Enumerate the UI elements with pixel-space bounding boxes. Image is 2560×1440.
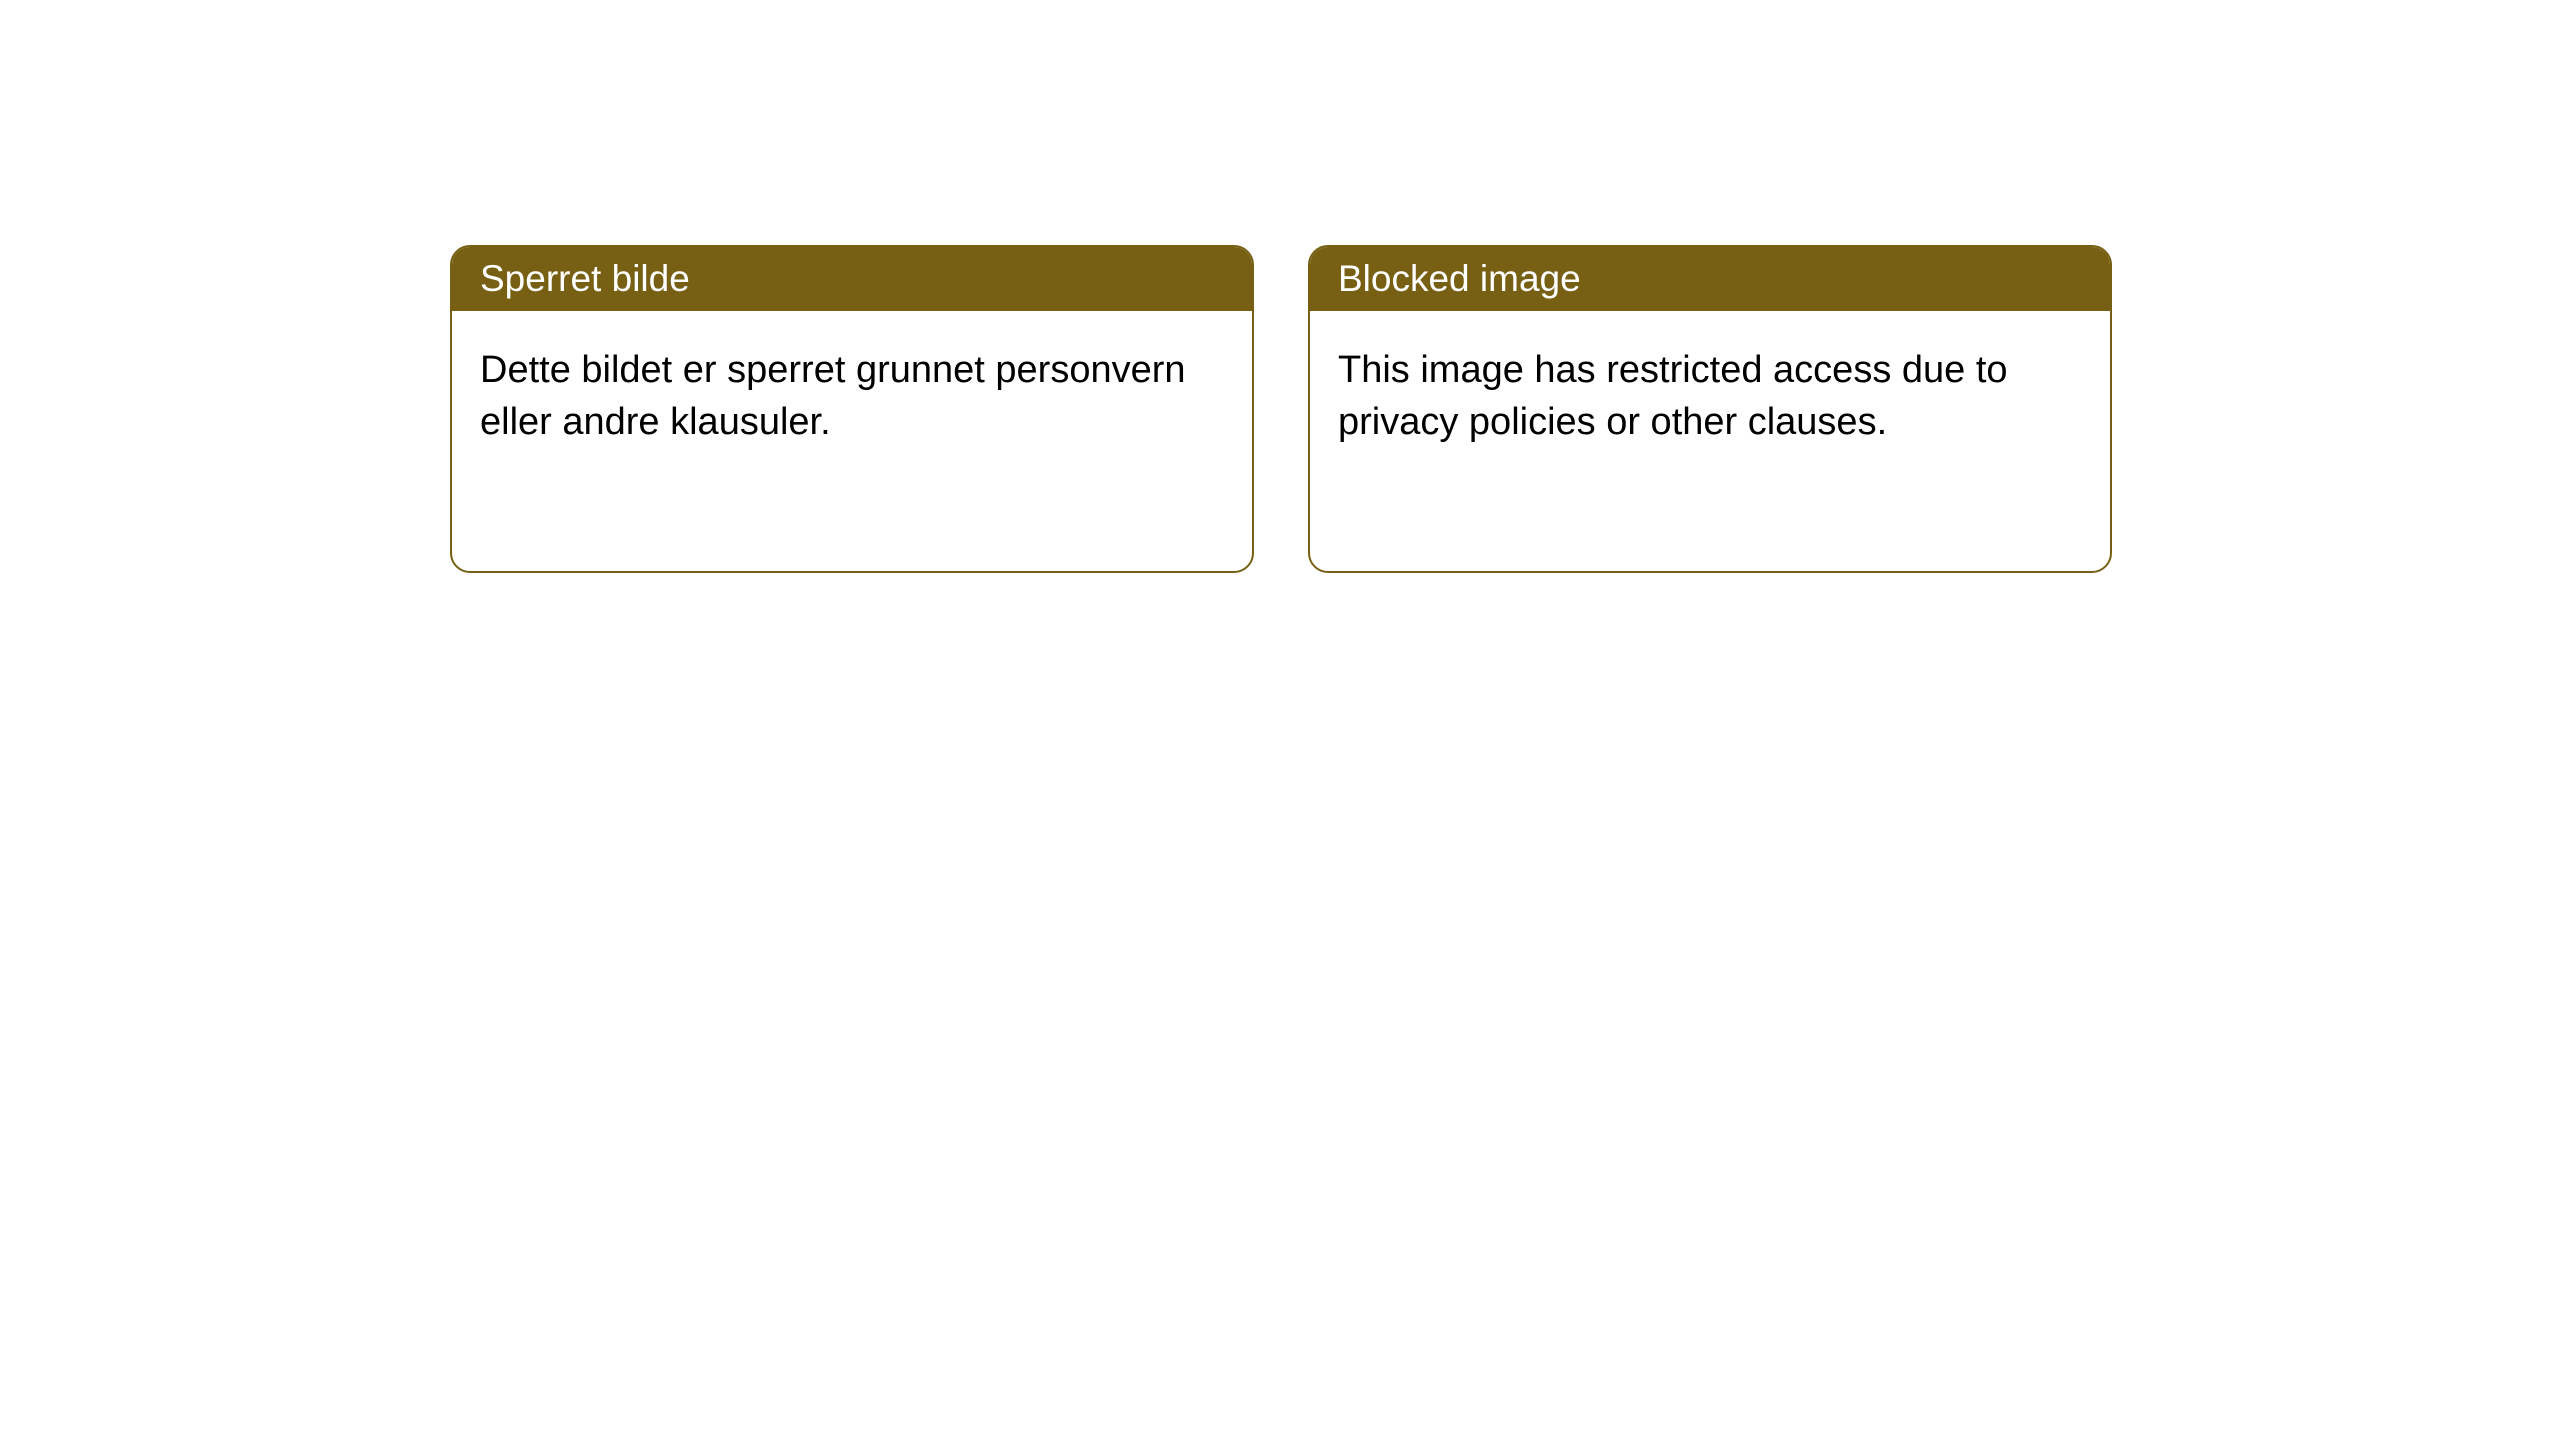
notice-title: Sperret bilde <box>480 258 690 299</box>
notice-card-header: Sperret bilde <box>452 247 1252 311</box>
notice-card-body: This image has restricted access due to … <box>1310 311 2110 571</box>
notice-card-header: Blocked image <box>1310 247 2110 311</box>
notice-card-norwegian: Sperret bilde Dette bildet er sperret gr… <box>450 245 1254 573</box>
notice-title: Blocked image <box>1338 258 1581 299</box>
notice-message: This image has restricted access due to … <box>1338 349 2008 442</box>
notice-container: Sperret bilde Dette bildet er sperret gr… <box>450 245 2112 573</box>
notice-card-body: Dette bildet er sperret grunnet personve… <box>452 311 1252 571</box>
notice-card-english: Blocked image This image has restricted … <box>1308 245 2112 573</box>
notice-message: Dette bildet er sperret grunnet personve… <box>480 349 1186 442</box>
